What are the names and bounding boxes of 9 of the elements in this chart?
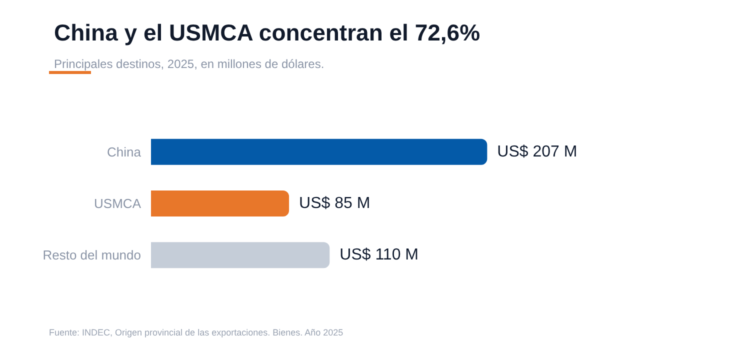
data-label: US$ 110 M (340, 246, 418, 264)
y-tick-label: USMCA (94, 196, 142, 211)
source-note: Fuente: INDEC, Origen provincial de las exportaciones. Bienes. Año 2025 (49, 328, 344, 338)
data-label: US$ 207 M (497, 143, 578, 160)
data-label: US$ 85 M (299, 195, 370, 212)
y-tick-label: China (107, 144, 142, 160)
chart-title: China y el USMCA concentran el 72,6% (54, 20, 480, 46)
chart-subtitle: Principales destinos, 2025, en millones de dólares. (54, 57, 324, 71)
y-tick-label: Resto del mundo (42, 248, 141, 263)
